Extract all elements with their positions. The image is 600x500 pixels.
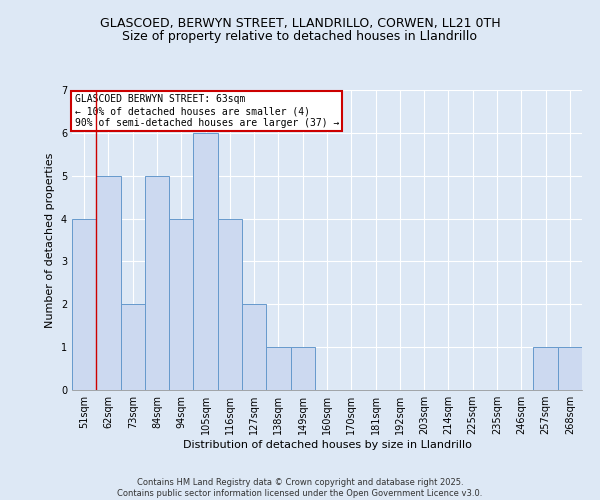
Bar (96, 176, 121, 390)
Bar (193, 133, 218, 390)
Bar (558, 347, 582, 390)
Bar (266, 347, 290, 390)
Bar (533, 347, 558, 390)
Bar (218, 218, 242, 390)
Text: GLASCOED BERWYN STREET: 63sqm
← 10% of detached houses are smaller (4)
90% of se: GLASCOED BERWYN STREET: 63sqm ← 10% of d… (74, 94, 339, 128)
Text: Contains HM Land Registry data © Crown copyright and database right 2025.
Contai: Contains HM Land Registry data © Crown c… (118, 478, 482, 498)
X-axis label: Distribution of detached houses by size in Llandrillo: Distribution of detached houses by size … (182, 440, 472, 450)
Bar (169, 218, 193, 390)
Bar (72, 218, 96, 390)
Bar (145, 176, 169, 390)
Bar (121, 304, 145, 390)
Text: GLASCOED, BERWYN STREET, LLANDRILLO, CORWEN, LL21 0TH: GLASCOED, BERWYN STREET, LLANDRILLO, COR… (100, 18, 500, 30)
Bar (242, 304, 266, 390)
Text: Size of property relative to detached houses in Llandrillo: Size of property relative to detached ho… (122, 30, 478, 43)
Bar (290, 347, 315, 390)
Y-axis label: Number of detached properties: Number of detached properties (46, 152, 55, 328)
